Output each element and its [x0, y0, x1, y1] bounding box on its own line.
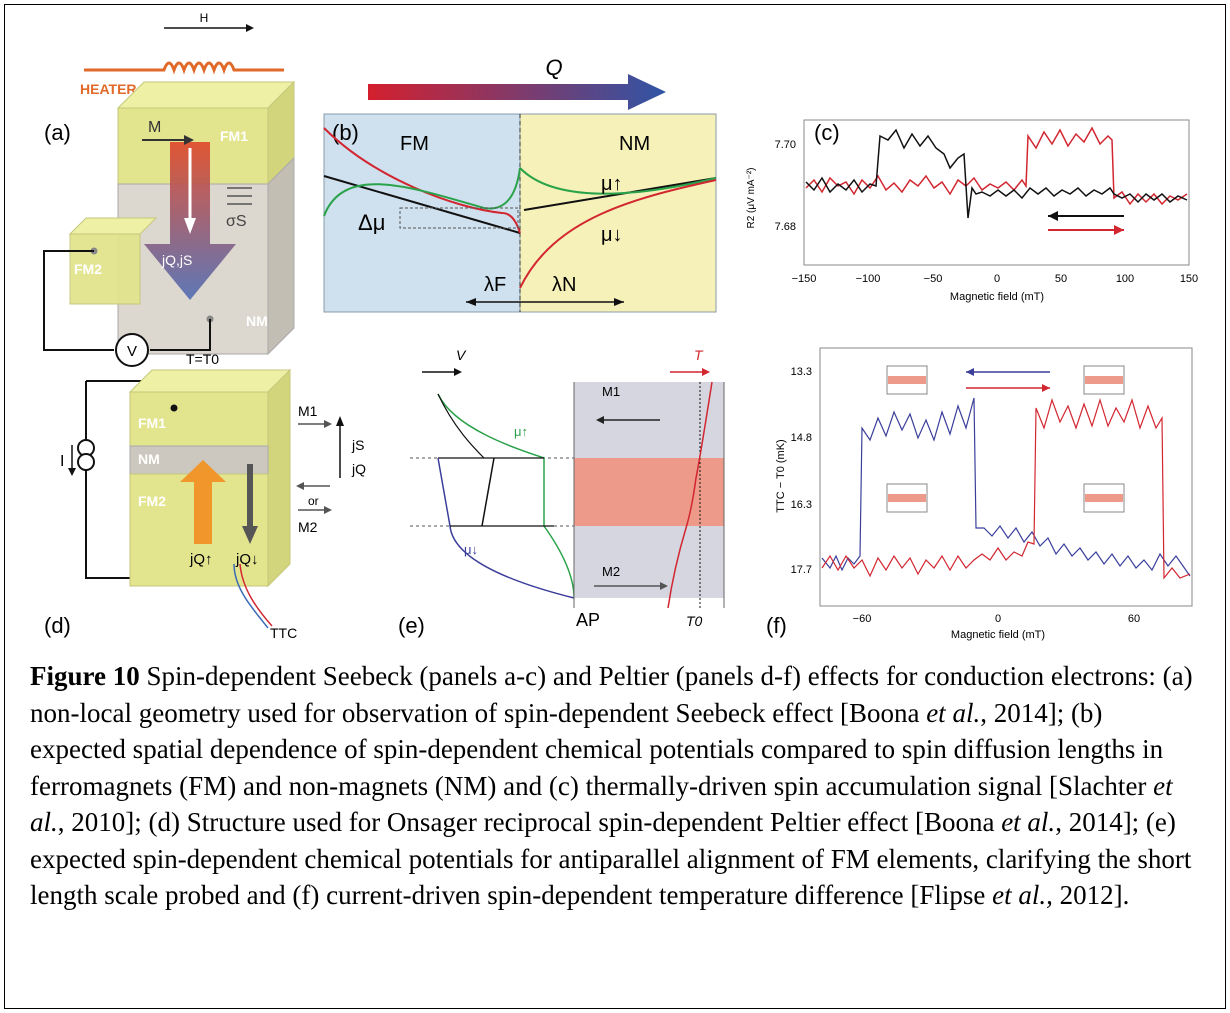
heater-coil: [84, 61, 284, 75]
caption-etal-1: et al.: [926, 697, 981, 728]
caption-etal-4: et al.,: [992, 880, 1053, 910]
mu-down-label-e: μ↓: [464, 542, 478, 557]
m1-label-e: M1: [602, 384, 620, 399]
jq-up-label: jQ↑: [189, 551, 213, 568]
f-ytick-1: 13.3: [791, 366, 812, 378]
f-ytick-2: 14.8: [791, 432, 812, 444]
figure-frame: [4, 4, 1226, 1009]
panel-f: 13.3 14.8 16.3 17.7 TTC − T0 (mK) −60 0 …: [766, 347, 1193, 641]
c-black-trace: [805, 128, 1188, 219]
heat-label: Q: [545, 55, 562, 80]
panel-b: Q (b) FM NM Δμ μ↑ μ↓ λF λN: [323, 55, 717, 313]
caption-text-2: , 2014]; (b) expected spatial dependence…: [30, 697, 1164, 801]
panel-e-label: (e): [398, 613, 425, 638]
panel-d: I T=T0 FM1 NM FM2 jQ↑ jQ↓ TTC M1 or M2 j…: [44, 351, 366, 641]
figure-caption: Figure 10 Spin-dependent Seebeck (panels…: [30, 658, 1200, 914]
caption-text-4: , 2014]; (e) expected spin-dependent che…: [30, 807, 1192, 910]
current-source-label: I: [60, 453, 64, 470]
c-xtick-5: 50: [1055, 273, 1067, 285]
jq-up-arrow: [180, 460, 226, 544]
nm-label-b: NM: [619, 133, 650, 155]
f-xtick-3: 60: [1128, 613, 1140, 625]
f-xtick-1: −60: [853, 613, 872, 625]
t0-label: T0: [686, 613, 703, 629]
mu-down-label: μ↓: [601, 224, 623, 246]
lambda-n-label: λN: [552, 274, 576, 296]
heat-arrow: [368, 74, 666, 110]
m2-label-e: M2: [602, 564, 620, 579]
c-ytick-2: 7.68: [775, 221, 796, 233]
ap-label: AP: [576, 610, 600, 630]
panel-e: V T μ↑ μ↓ M1 M2 AP T0 (e): [398, 347, 725, 638]
f-ytick-3: 16.3: [791, 499, 812, 511]
panel-f-label: (f): [766, 613, 787, 638]
nm-label-a: NM: [246, 313, 268, 329]
c-xtick-1: −150: [792, 273, 817, 285]
temp-label: T=T0: [186, 351, 219, 367]
js-label: jS: [351, 437, 364, 453]
panel-c-label: (c): [814, 120, 840, 145]
caption-etal-3: et al.: [1001, 807, 1056, 837]
fm2-label-d: FM2: [138, 493, 166, 509]
c-xtick-6: 100: [1116, 273, 1134, 285]
magnetization-label: M: [148, 119, 161, 136]
jq-down-label: jQ↓: [235, 551, 259, 568]
f-blue-trace: [821, 397, 1191, 577]
c-ylabel: R2 (μV mA⁻²): [746, 167, 757, 228]
mu-up-label: μ↑: [601, 173, 623, 195]
mu-up-label-e: μ↑: [514, 424, 528, 439]
figure-label: Figure 10: [30, 661, 140, 691]
ttc-label: TTC: [270, 625, 297, 641]
field-label: H: [200, 11, 209, 25]
fm1-label: FM1: [220, 128, 248, 144]
caption-text-5: 2012].: [1052, 880, 1130, 910]
panel-a: HEATER H FM1 NM FM2 jQ,jS M σS: [43, 11, 296, 367]
caption-text-3: , 2010]; (d) Structure used for Onsager …: [57, 807, 1002, 837]
c-xtick-2: −100: [856, 273, 881, 285]
panel-b-label: (b): [332, 120, 359, 145]
jq-label: jQ: [351, 461, 366, 477]
nm-label-d: NM: [138, 451, 160, 467]
panel-a-label: (a): [44, 120, 71, 145]
fm-label: FM: [400, 133, 429, 155]
f-red-trace: [821, 397, 1191, 580]
f-xlabel: Magnetic field (mT): [951, 629, 1045, 641]
m2-label-d: M2: [298, 519, 318, 535]
panel-c: (c) 7.70 7.68 R2 (μV mA⁻²) −150 −100 −50…: [746, 119, 1198, 303]
f-ylabel: TTC − T0 (mK): [775, 439, 787, 512]
caption-text-1: Spin-dependent Seebeck (panels a-c) and …: [30, 661, 1193, 728]
c-red-trace: [805, 126, 1188, 206]
heater-label: HEATER: [80, 81, 137, 97]
c-xlabel: Magnetic field (mT): [950, 291, 1044, 303]
fm1-label-d: FM1: [138, 415, 166, 431]
c-ytick-1: 7.70: [775, 139, 796, 151]
or-label: or: [308, 494, 319, 508]
f-state-icons: [886, 365, 1125, 513]
panel-d-label: (d): [44, 613, 71, 638]
f-xtick-2: 0: [995, 613, 1001, 625]
currents-label: jQ,jS: [161, 252, 192, 268]
caption-etal-2: et al.: [30, 770, 1173, 838]
v-label: V: [456, 347, 467, 363]
lambda-f-label: λF: [484, 274, 506, 296]
f-ytick-4: 17.7: [791, 564, 812, 576]
delta-mu-label: Δμ: [358, 210, 385, 235]
spin-current-label: σS: [226, 213, 247, 230]
figure-10: HEATER H FM1 NM FM2 jQ,jS M σS: [14, 8, 1214, 643]
t-label: T: [694, 347, 704, 363]
voltmeter-label: V: [127, 343, 137, 360]
m1-label-d: M1: [298, 403, 318, 419]
c-xtick-7: 150: [1180, 273, 1198, 285]
c-xtick-3: −50: [924, 273, 943, 285]
voltmeter: [115, 333, 149, 367]
fm2-label: FM2: [74, 261, 102, 277]
c-xtick-4: 0: [994, 273, 1000, 285]
